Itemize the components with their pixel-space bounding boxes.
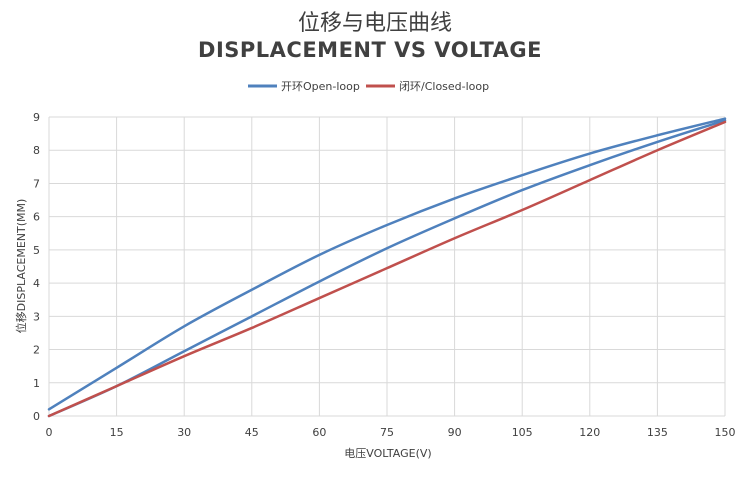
- series-line-2: [47, 120, 727, 418]
- x-tick-label: 0: [46, 426, 53, 439]
- x-tick-label: 105: [512, 426, 533, 439]
- x-tick-label: 75: [380, 426, 394, 439]
- x-tick-label: 150: [715, 426, 736, 439]
- x-tick-label: 45: [245, 426, 259, 439]
- y-tick-label: 2: [33, 344, 40, 357]
- series-line-1: [47, 119, 727, 418]
- y-tick-label: 0: [33, 410, 40, 423]
- y-tick-label: 3: [33, 310, 40, 323]
- x-tick-label: 135: [647, 426, 668, 439]
- gridlines: [48, 116, 726, 417]
- x-tick-label: 120: [579, 426, 600, 439]
- y-tick-label: 1: [33, 377, 40, 390]
- y-tick-labels: 0 1 2 3 4 5 6 7 8 9: [33, 111, 40, 423]
- chart-subtitle: DISPLACEMENT VS VOLTAGE: [198, 38, 542, 62]
- x-tick-label: 90: [448, 426, 462, 439]
- legend: 开环Open-loop 闭环/Closed-loop: [248, 80, 489, 93]
- x-tick-label: 30: [177, 426, 191, 439]
- x-axis-label: 电压VOLTAGE(V): [344, 447, 431, 460]
- x-tick-labels: 0 15 30 45 60 75 90 105 120 135 150: [46, 426, 736, 439]
- y-tick-label: 8: [33, 144, 40, 157]
- x-tick-label: 15: [110, 426, 124, 439]
- series-lines: [47, 117, 727, 418]
- legend-label-open-loop: 开环Open-loop: [281, 80, 360, 93]
- y-tick-label: 7: [33, 177, 40, 190]
- y-tick-label: 5: [33, 244, 40, 257]
- y-axis-label: 位移DISPLACEMENT(MM): [14, 199, 28, 334]
- x-tick-label: 60: [312, 426, 326, 439]
- chart-title: 位移与电压曲线: [298, 11, 452, 36]
- y-tick-label: 6: [33, 211, 40, 224]
- y-tick-label: 9: [33, 111, 40, 124]
- series-line-0: [47, 117, 727, 411]
- legend-label-closed-loop: 闭环/Closed-loop: [399, 80, 489, 93]
- y-tick-label: 4: [33, 277, 40, 290]
